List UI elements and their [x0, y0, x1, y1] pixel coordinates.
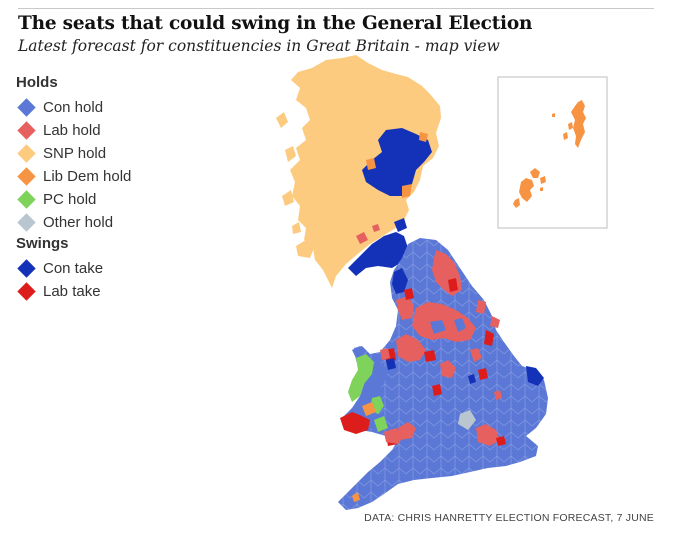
legend-label: Lab hold — [43, 122, 101, 139]
legend-item-con-take: Con take — [16, 257, 176, 280]
legend-item-lib-dem-hold: Lib Dem hold — [16, 165, 176, 188]
source-note: DATA: CHRIS HANRETTY ELECTION FORECAST, … — [364, 512, 654, 524]
legend-item-con-hold: Con hold — [16, 96, 176, 119]
legend-label: Con hold — [43, 99, 104, 116]
region-wales — [340, 346, 404, 444]
inset-shetland-orkney — [497, 76, 608, 229]
chart-subtitle: Latest forecast for constituencies in Gr… — [18, 37, 500, 55]
legend-label: PC hold — [43, 191, 97, 208]
region-scotland — [276, 55, 441, 288]
legend-label: Con take — [43, 260, 104, 277]
legend-heading-swings: Swings — [16, 235, 69, 252]
legend-item-pc-hold: PC hold — [16, 188, 176, 211]
legend: Holds Con hold Lab hold SNP hold Lib Dem… — [16, 74, 176, 303]
top-rule — [18, 8, 654, 9]
chart-title: The seats that could swing in the Genera… — [18, 13, 533, 34]
legend-label: Lab take — [43, 283, 101, 300]
legend-item-lab-take: Lab take — [16, 280, 176, 303]
legend-item-snp-hold: SNP hold — [16, 142, 176, 165]
legend-label: Other hold — [43, 214, 114, 231]
legend-label: Lib Dem hold — [43, 168, 132, 185]
legend-item-lab-hold: Lab hold — [16, 119, 176, 142]
legend-heading-holds: Holds — [16, 74, 58, 91]
legend-label: SNP hold — [43, 145, 107, 162]
legend-item-other-hold: Other hold — [16, 211, 176, 234]
